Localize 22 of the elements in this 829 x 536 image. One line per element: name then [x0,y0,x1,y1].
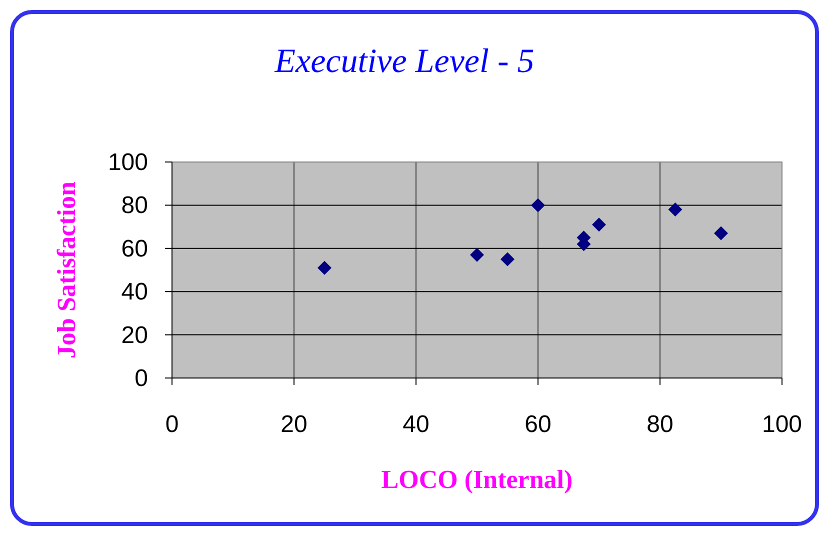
x-tick-label: 0 [165,411,179,438]
y-tick-label: 80 [121,192,148,220]
x-axis-title: LOCO (Internal) [381,465,573,494]
point [714,226,728,240]
y-tick-label: 20 [121,322,148,349]
point [470,248,484,262]
y-tick-label: 40 [121,278,148,306]
chart-title: Executive Level - 5 [274,43,534,80]
x-tick-label: 60 [524,411,552,438]
x-tick-label: 20 [280,411,308,438]
y-axis-title: Job Satisfaction [52,180,81,358]
x-tick-label: 40 [402,411,430,438]
y-tick-label: 60 [121,235,148,262]
point [668,202,682,217]
y-tick-label: 100 [108,149,148,176]
x-tick-label: 100 [762,411,802,438]
point [592,218,606,232]
point [318,260,332,275]
x-tick-label: 80 [646,411,674,438]
point [500,252,514,266]
point [531,198,545,212]
y-tick-label: 0 [134,365,148,392]
